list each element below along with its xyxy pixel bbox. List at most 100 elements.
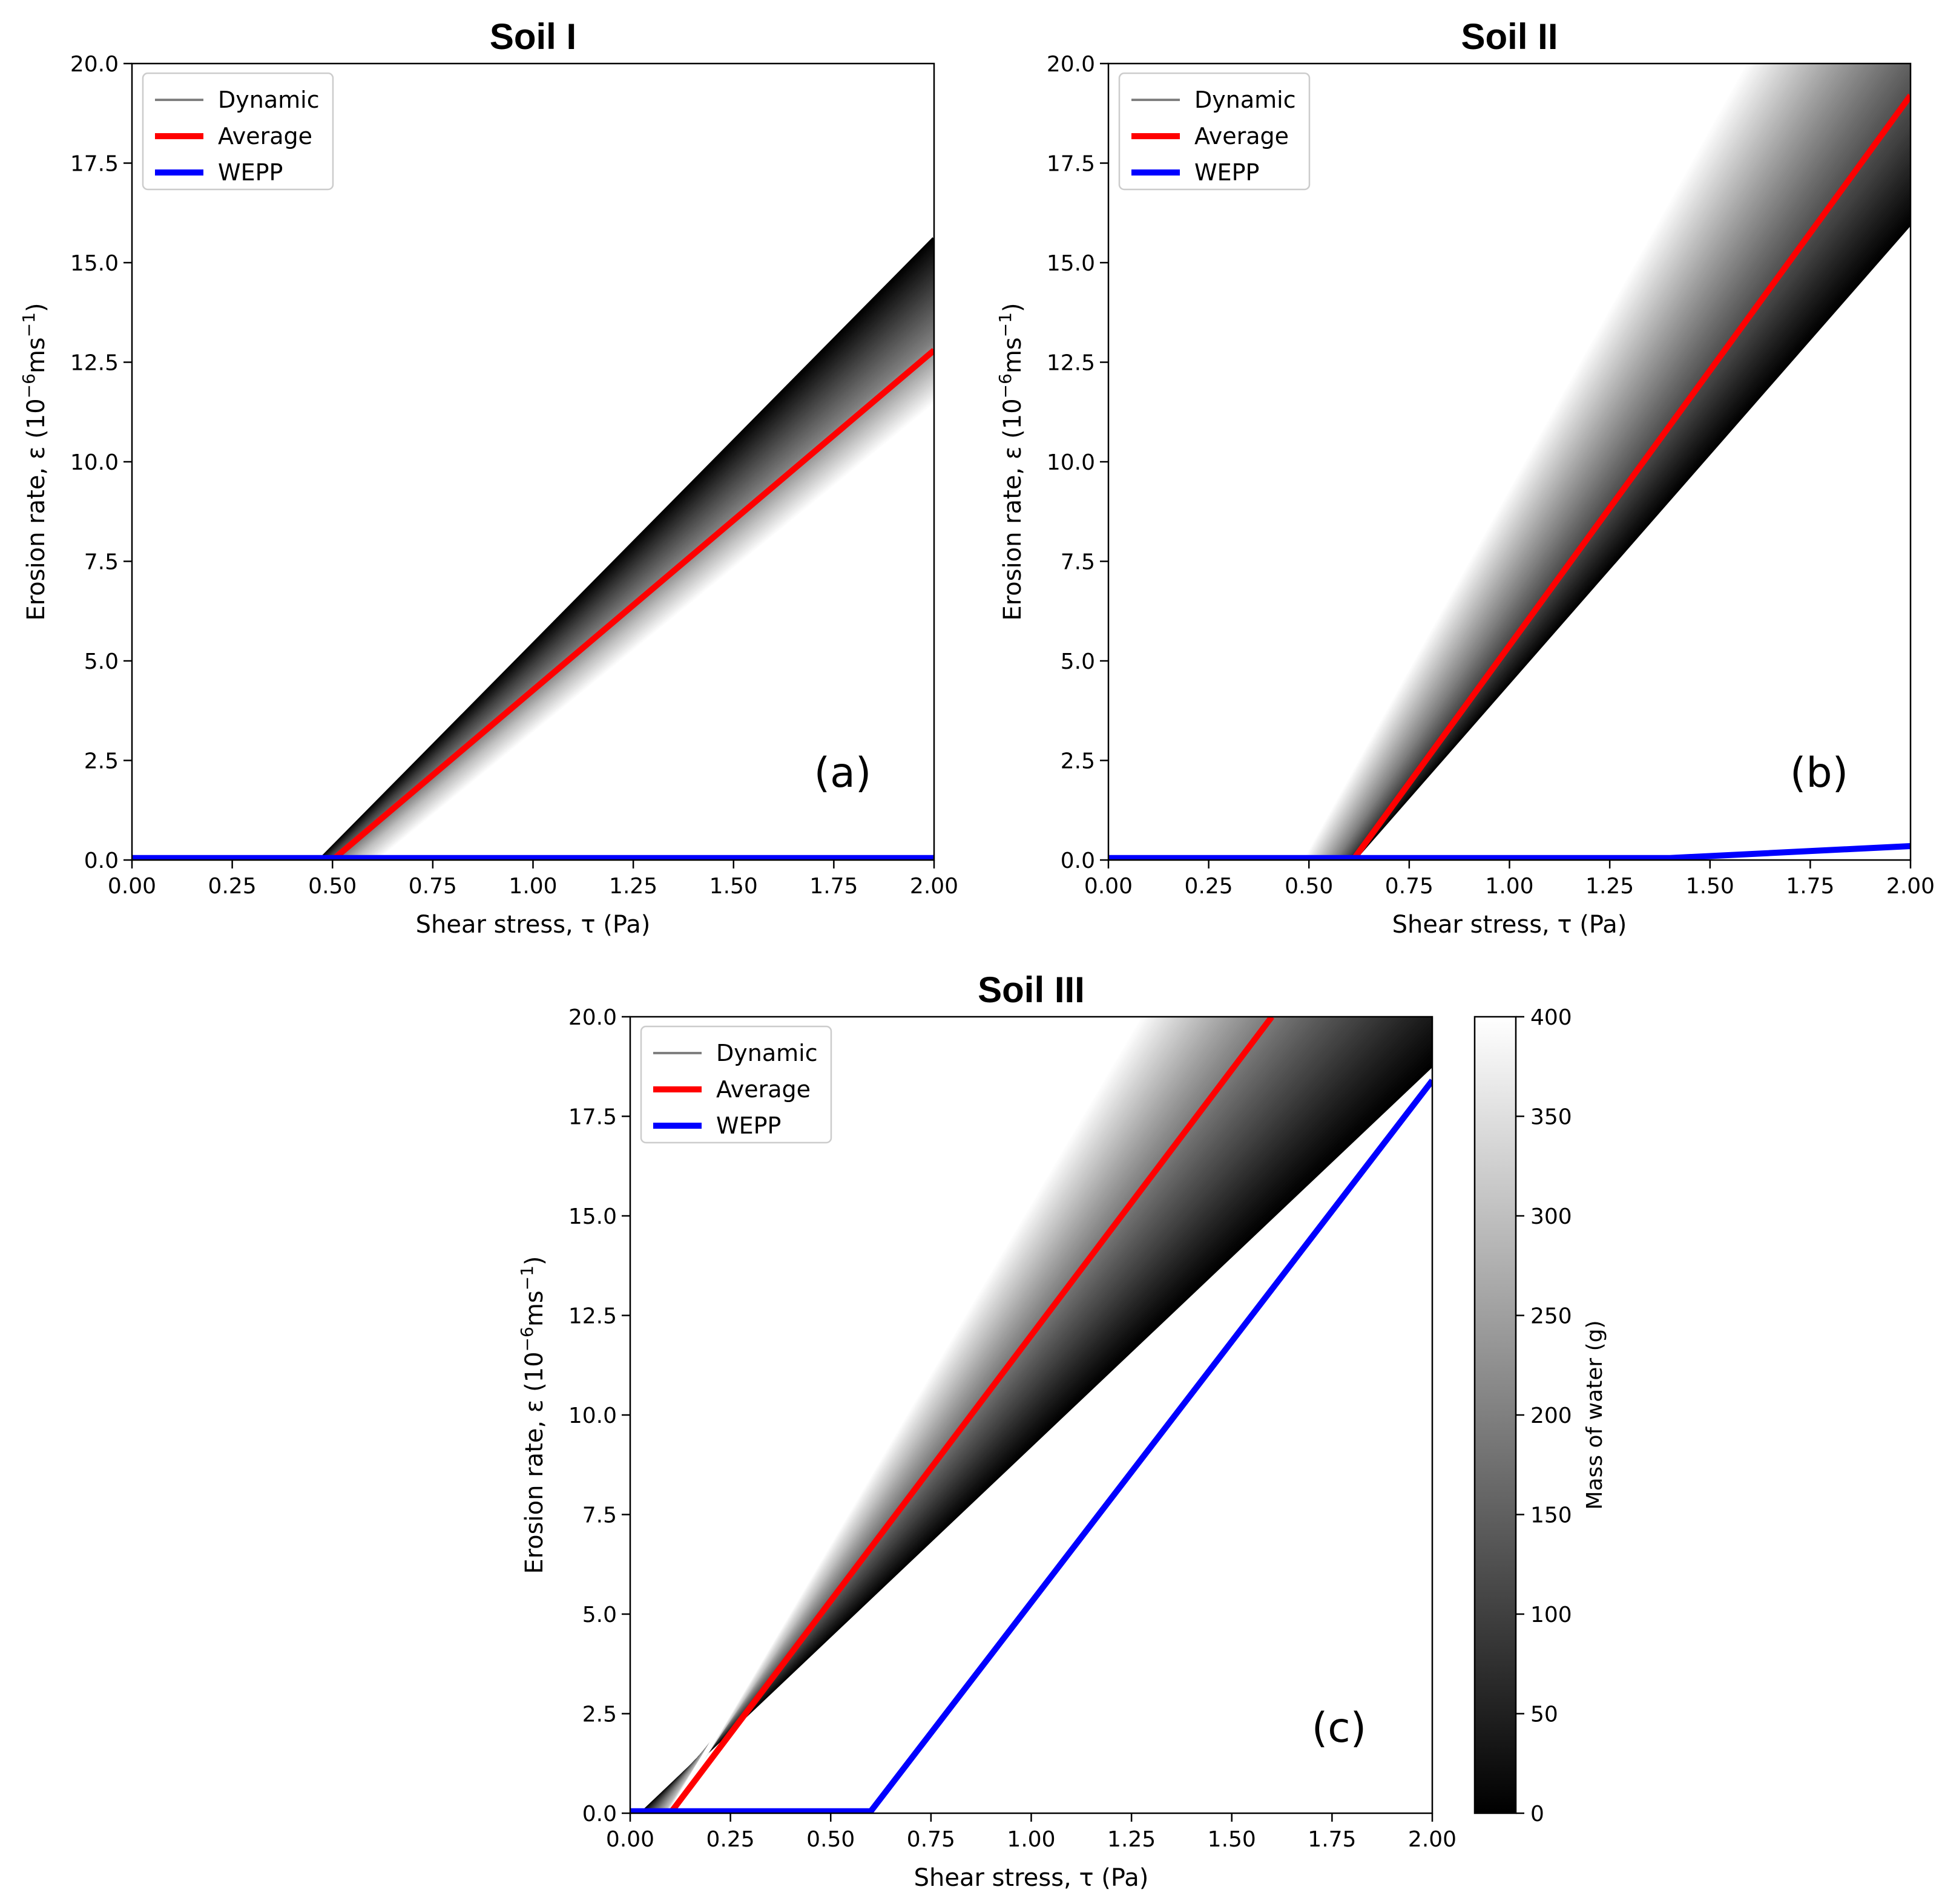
x-tick-label: 1.00 xyxy=(1007,1827,1055,1852)
y-axis-label-part: ms xyxy=(521,1290,548,1327)
x-tick-label: 1.25 xyxy=(1107,1827,1156,1852)
legend: Dynamic Average WEPP xyxy=(142,72,334,191)
y-axis-label-superscript: −1 xyxy=(995,312,1015,337)
x-tick-label: 0.25 xyxy=(706,1827,755,1852)
colorbar-tick-label: 300 xyxy=(1530,1204,1572,1229)
y-tick-label: 0.0 xyxy=(582,1802,617,1827)
y-tick-label: 15.0 xyxy=(1047,251,1095,276)
colorbar-tick-label: 0 xyxy=(1530,1802,1544,1827)
series-lines xyxy=(630,1017,1432,1813)
y-axis-label-superscript: −6 xyxy=(19,373,39,398)
y-tick-label: 10.0 xyxy=(1047,450,1095,475)
y-tick-label: 17.5 xyxy=(70,152,119,177)
legend-label-dynamic: Dynamic xyxy=(218,87,320,113)
x-tick-label: 1.50 xyxy=(1208,1827,1256,1852)
y-axis-label-superscript: −1 xyxy=(517,1266,537,1290)
legend-box xyxy=(640,1025,832,1144)
y-tick-label: 10.0 xyxy=(70,450,119,475)
series-wepp-line xyxy=(630,1078,1432,1813)
x-tick-label: 1.25 xyxy=(609,874,657,899)
x-tick-label: 1.50 xyxy=(1686,874,1734,899)
x-tick-label: 1.25 xyxy=(1585,874,1634,899)
colorbar-gradient xyxy=(1473,1016,1517,1814)
colorbar-label: Mass of water (g) xyxy=(1582,1320,1607,1509)
y-axis-label-superscript: −6 xyxy=(995,373,1015,398)
legend-label-dynamic: Dynamic xyxy=(1194,87,1296,113)
y-axis-label-superscript: −6 xyxy=(517,1327,537,1351)
chart-panel-b: Soil II 0.00 0.25 0.50 0.75 1.00 1.25 1.50 1.75 2… xyxy=(995,16,1935,939)
y-axis-label-part: ms xyxy=(22,337,50,373)
y-axis-label-part: ) xyxy=(22,303,50,312)
series-lines xyxy=(1108,93,1911,860)
y-axis-label-part: ) xyxy=(521,1256,548,1266)
y-tick-label: 5.0 xyxy=(582,1603,617,1627)
x-tick-label: 1.75 xyxy=(1786,874,1834,899)
series-average-line xyxy=(630,1017,1274,1813)
y-tick-label: 20.0 xyxy=(568,1005,617,1030)
chart-title: Soil III xyxy=(978,970,1085,1010)
colorbar-tick-label: 150 xyxy=(1530,1503,1572,1528)
dynamic-band xyxy=(1299,64,1911,860)
x-tick-label: 0.50 xyxy=(308,874,357,899)
dynamic-band xyxy=(640,1017,1432,1813)
y-tick-label: 0.0 xyxy=(84,849,119,873)
x-tick-label: 0.75 xyxy=(907,1827,955,1852)
x-tick-label: 0.00 xyxy=(606,1827,654,1852)
legend: Dynamic Average WEPP xyxy=(640,1025,832,1144)
x-tick-label: 2.00 xyxy=(910,874,958,899)
chart-title: Soil II xyxy=(1461,16,1558,57)
y-axis-label-part: Erosion rate, ε (10 xyxy=(22,398,50,620)
y-tick-label: 15.0 xyxy=(568,1204,617,1229)
dynamic-line xyxy=(1299,64,1747,860)
y-tick-label: 5.0 xyxy=(84,649,119,674)
x-tick-label: 0.50 xyxy=(806,1827,855,1852)
x-tick-label: 0.25 xyxy=(208,874,257,899)
colorbar-tick-label: 50 xyxy=(1530,1702,1558,1727)
x-tick-label: 1.75 xyxy=(809,874,858,899)
x-tick-label: 1.00 xyxy=(1485,874,1533,899)
y-tick-label: 12.5 xyxy=(70,351,119,376)
chart-panel-a: Soil I 0.00 0.25 0.50 0.75 1.00 1.25 1.50 1.75 2.… xyxy=(19,16,958,939)
y-tick-label: 5.0 xyxy=(1061,649,1095,674)
x-tick-label: 0.75 xyxy=(409,874,457,899)
colorbar-tick-label: 350 xyxy=(1530,1105,1572,1130)
legend-box xyxy=(142,72,334,191)
x-tick-label: 0.50 xyxy=(1285,874,1333,899)
x-tick-label: 0.75 xyxy=(1385,874,1433,899)
colorbar-tick-label: 100 xyxy=(1530,1603,1572,1627)
legend-label-wepp: WEPP xyxy=(218,159,283,186)
panel-label: (b) xyxy=(1790,749,1848,797)
y-tick-label: 2.5 xyxy=(582,1702,617,1727)
legend-label-wepp: WEPP xyxy=(1194,159,1259,186)
y-tick-label: 17.5 xyxy=(568,1105,617,1130)
series-lines xyxy=(132,347,934,860)
dynamic-line xyxy=(668,1017,1142,1813)
series-average-line xyxy=(1108,93,1911,860)
y-axis-label: Erosion rate, ε (10−6ms−1) xyxy=(995,303,1027,620)
legend-label-average: Average xyxy=(716,1076,811,1103)
colorbar-tick-label: 200 xyxy=(1530,1403,1572,1428)
y-tick-label: 2.5 xyxy=(1061,749,1095,774)
chart-title: Soil I xyxy=(490,16,576,57)
y-tick-label: 0.0 xyxy=(1061,849,1095,873)
x-tick-label: 2.00 xyxy=(1886,874,1935,899)
legend-label-dynamic: Dynamic xyxy=(716,1040,818,1066)
panel-label: (c) xyxy=(1312,1704,1366,1752)
y-axis-label-superscript: −1 xyxy=(19,312,39,337)
y-axis-label-part: Erosion rate, ε (10 xyxy=(521,1351,548,1574)
y-tick-label: 20.0 xyxy=(70,52,119,77)
panel-label: (a) xyxy=(814,749,872,797)
y-tick-label: 20.0 xyxy=(1047,52,1095,77)
x-tick-label: 1.50 xyxy=(709,874,758,899)
legend-label-wepp: WEPP xyxy=(716,1112,781,1139)
y-tick-label: 7.5 xyxy=(582,1503,617,1528)
y-tick-label: 12.5 xyxy=(1047,351,1095,376)
y-tick-label: 15.0 xyxy=(70,251,119,276)
y-axis-label-part: ms xyxy=(999,337,1027,373)
x-tick-label: 0.00 xyxy=(1084,874,1133,899)
x-tick-label: 1.75 xyxy=(1308,1827,1356,1852)
colorbar-tick-label: 250 xyxy=(1530,1304,1572,1329)
x-tick-label: 0.25 xyxy=(1185,874,1233,899)
y-axis-label-part: ) xyxy=(999,303,1027,312)
legend: Dynamic Average WEPP xyxy=(1118,72,1311,191)
